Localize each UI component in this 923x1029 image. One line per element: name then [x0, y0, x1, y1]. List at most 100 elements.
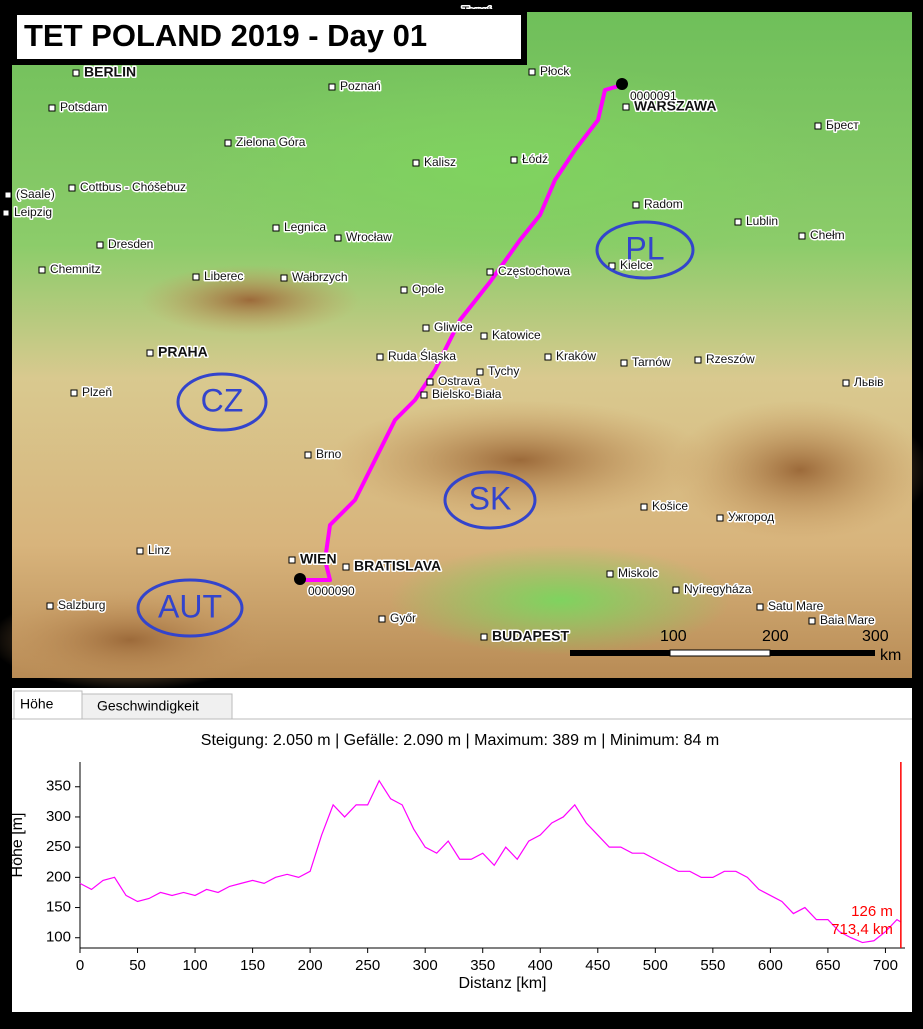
x-tick-label: 100: [183, 957, 208, 974]
place-dot: [480, 332, 488, 340]
place-label: Potsdam: [60, 100, 107, 114]
x-tick-label: 0: [76, 957, 84, 974]
y-tick-label: 150: [46, 899, 71, 916]
country-oval: [176, 372, 268, 432]
waypoint-label: 0000090: [308, 584, 355, 598]
place-label: Zielona Góra: [236, 135, 306, 149]
terrain: [180, 60, 820, 280]
place-dot: [412, 159, 420, 167]
place-dot: [486, 268, 494, 276]
place-dot: [606, 570, 614, 578]
country-oval: [595, 220, 695, 280]
country-oval: [443, 470, 537, 530]
place-dot: [528, 68, 536, 76]
place-label: Płock: [540, 64, 570, 78]
place-dot: [400, 286, 408, 294]
country-label: CZ: [201, 382, 244, 418]
y-tick-label: 100: [46, 929, 71, 946]
place-label: Leipzig: [14, 205, 52, 219]
place-dot: [842, 379, 850, 387]
place-dot: [272, 224, 280, 232]
y-axis-label: Höhe [m]: [9, 813, 26, 878]
tab-label[interactable]: Höhe: [20, 696, 54, 712]
y-tick-label: 350: [46, 778, 71, 795]
place-dot: [342, 563, 350, 571]
place-label: Linz: [148, 543, 170, 557]
place-dot: [420, 391, 428, 399]
place-label: Kielce: [620, 258, 653, 272]
place-dot: [146, 349, 154, 357]
place-label: Plzeň: [82, 385, 112, 399]
terrain: [0, 590, 270, 690]
place-dot: [672, 586, 680, 594]
tab-label[interactable]: Geschwindigkeit: [97, 698, 199, 714]
place-dot: [280, 274, 288, 282]
place-label: Cottbus - Chóšebuz: [80, 180, 186, 194]
place-dot: [68, 184, 76, 192]
scale-label: 300: [862, 628, 889, 645]
scale-bar: [770, 650, 875, 656]
place-dot: [426, 378, 434, 386]
place-label: Częstochowa: [498, 264, 570, 278]
place-label: Liberec: [204, 269, 243, 283]
terrain: [390, 545, 730, 655]
place-dot: [72, 69, 80, 77]
place-label: Łódź: [522, 152, 548, 166]
country-label: SK: [469, 480, 512, 516]
place-dot: [288, 556, 296, 564]
place-dot: [814, 122, 822, 130]
place-dot: [510, 156, 518, 164]
place-dot: [480, 633, 488, 641]
place-dot: [622, 103, 630, 111]
place-label: PRAHA: [158, 344, 208, 360]
elevation-line: [79, 779, 902, 944]
place-label: Košice: [652, 499, 688, 513]
place-label: Tychy: [488, 364, 519, 378]
place-dot: [96, 241, 104, 249]
x-tick-label: 200: [298, 957, 323, 974]
place-label: BUDAPEST: [492, 628, 569, 644]
place-label: Брест: [826, 118, 859, 132]
place-label: Katowice: [492, 328, 541, 342]
y-tick-label: 300: [46, 808, 71, 825]
place-label: Satu Mare: [768, 599, 824, 613]
place-label: Opole: [412, 282, 444, 296]
cursor-elevation: 126 m: [851, 903, 893, 920]
x-tick-label: 450: [585, 957, 610, 974]
place-dot: [632, 201, 640, 209]
place-label: Bielsko-Biała: [432, 387, 502, 401]
tab[interactable]: [13, 690, 83, 720]
place-label: Gliwice: [434, 320, 473, 334]
place-label: Dresden: [108, 237, 153, 251]
x-tick-label: 650: [815, 957, 840, 974]
place-dot: [70, 389, 78, 397]
place-dot: [734, 218, 742, 226]
place-label: Chełm: [810, 228, 845, 242]
place-dot: [620, 359, 628, 367]
scale-bar: [570, 650, 670, 656]
place-dot: [136, 547, 144, 555]
waypoint-label: 0000091: [630, 89, 677, 103]
place-label: Salzburg: [58, 598, 105, 612]
tab[interactable]: [81, 693, 233, 720]
place-label: Poznań: [340, 79, 381, 93]
place-label: Nyíregyháza: [684, 582, 752, 596]
place-dot: [808, 617, 816, 625]
x-tick-label: 250: [355, 957, 380, 974]
country-oval: [136, 578, 244, 638]
profile-panel: [12, 688, 912, 1012]
y-tick-label: 250: [46, 838, 71, 855]
x-axis-label: Distanz [km]: [458, 975, 546, 992]
x-tick-label: 50: [129, 957, 146, 974]
place-dot: [224, 139, 232, 147]
place-label: Львів: [854, 375, 884, 389]
terrain: [330, 400, 710, 520]
place-dot: [716, 514, 724, 522]
place-label: Ruda Śląska: [388, 348, 456, 363]
place-dot: [304, 451, 312, 459]
route: [300, 83, 623, 582]
terrain: [140, 265, 360, 335]
cursor-distance: 713,4 km: [831, 921, 893, 938]
y-tick-label: 200: [46, 868, 71, 885]
terrain: [670, 400, 923, 540]
